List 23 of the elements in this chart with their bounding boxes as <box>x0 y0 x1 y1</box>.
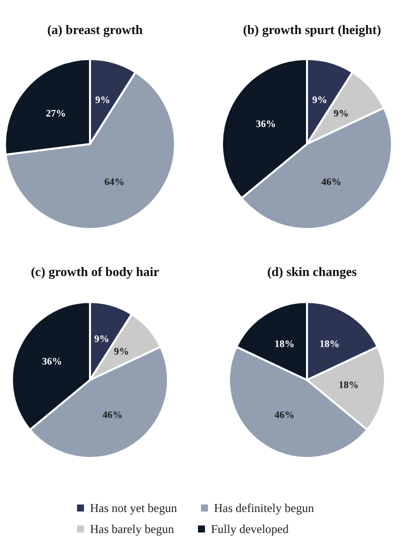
legend-label: Fully developed <box>210 522 289 536</box>
chart-title: (b) growth spurt (height) <box>242 22 382 37</box>
chart-title: (d) skin changes <box>267 264 357 279</box>
data-label: 9% <box>95 94 110 106</box>
chart-title: (a) breast growth <box>47 22 144 37</box>
chart-title: (c) growth of body hair <box>30 264 160 279</box>
data-label: 18% <box>338 380 359 391</box>
data-label: 36% <box>42 356 62 368</box>
data-label: 46% <box>321 176 342 188</box>
legend-label: Has not yet begun <box>90 501 177 515</box>
data-label: 9% <box>312 94 328 106</box>
data-label: 9% <box>334 108 349 120</box>
data-label: 27% <box>46 108 66 120</box>
data-label: 9% <box>114 346 130 358</box>
data-label: 18% <box>320 339 340 350</box>
data-label: 36% <box>256 119 276 130</box>
data-label: 18% <box>274 339 294 350</box>
data-label: 9% <box>94 334 110 346</box>
data-label: 46% <box>274 410 294 421</box>
data-label: 46% <box>102 410 123 421</box>
legend-label: Has definitely begun <box>214 501 314 515</box>
legend-label: Has barely begun <box>90 522 174 536</box>
data-label: 64% <box>104 176 124 188</box>
